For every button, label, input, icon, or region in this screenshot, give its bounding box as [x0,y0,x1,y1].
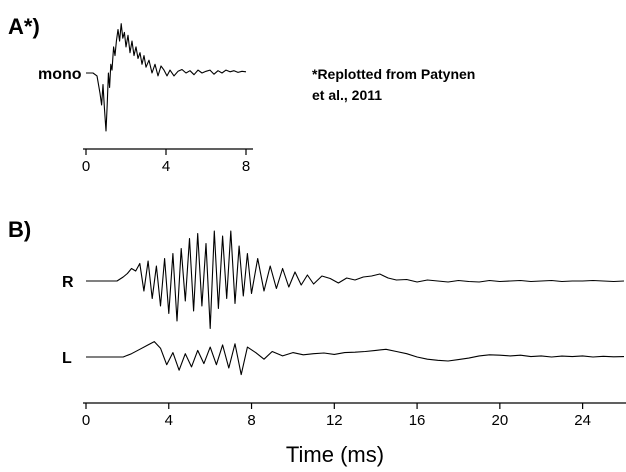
panel-b-tick-label-0: 0 [82,412,90,429]
panel-a-label: A*) [8,14,40,39]
panel-b-ticks: 0 4 8 12 16 20 24 [82,403,591,429]
trace-label-r: R [62,274,74,291]
panel-b-tick-label-12: 12 [326,412,343,429]
trace-l [86,341,625,376]
panel-a-tick-label-0: 0 [82,158,90,175]
panel-a-tick-label-4: 4 [162,158,170,175]
panel-b-tick-label-24: 24 [574,412,591,429]
panel-b-label: B) [8,217,31,242]
x-axis-title: Time (ms) [286,442,384,467]
replot-note-line-2: et al., 2011 [312,87,382,103]
trace-label-l: L [62,350,72,367]
panel-a: A*) mono 0 4 8 *Replotted from Patynen et … [8,14,475,175]
panel-b-tick-label-20: 20 [492,412,509,429]
replot-note-line-1: *Replotted from Patynen [312,66,475,82]
panel-a-ticks: 0 4 8 [82,149,250,175]
trace-mono [86,23,247,132]
panel-a-tick-label-8: 8 [242,158,250,175]
trace-r [86,230,625,330]
panel-b-tick-label-16: 16 [409,412,426,429]
trace-label-mono: mono [38,66,82,83]
panel-b: B) R L 0 4 8 12 16 20 24 Time (ms) [8,217,626,467]
panel-b-tick-label-4: 4 [165,412,173,429]
panel-b-tick-label-8: 8 [247,412,255,429]
